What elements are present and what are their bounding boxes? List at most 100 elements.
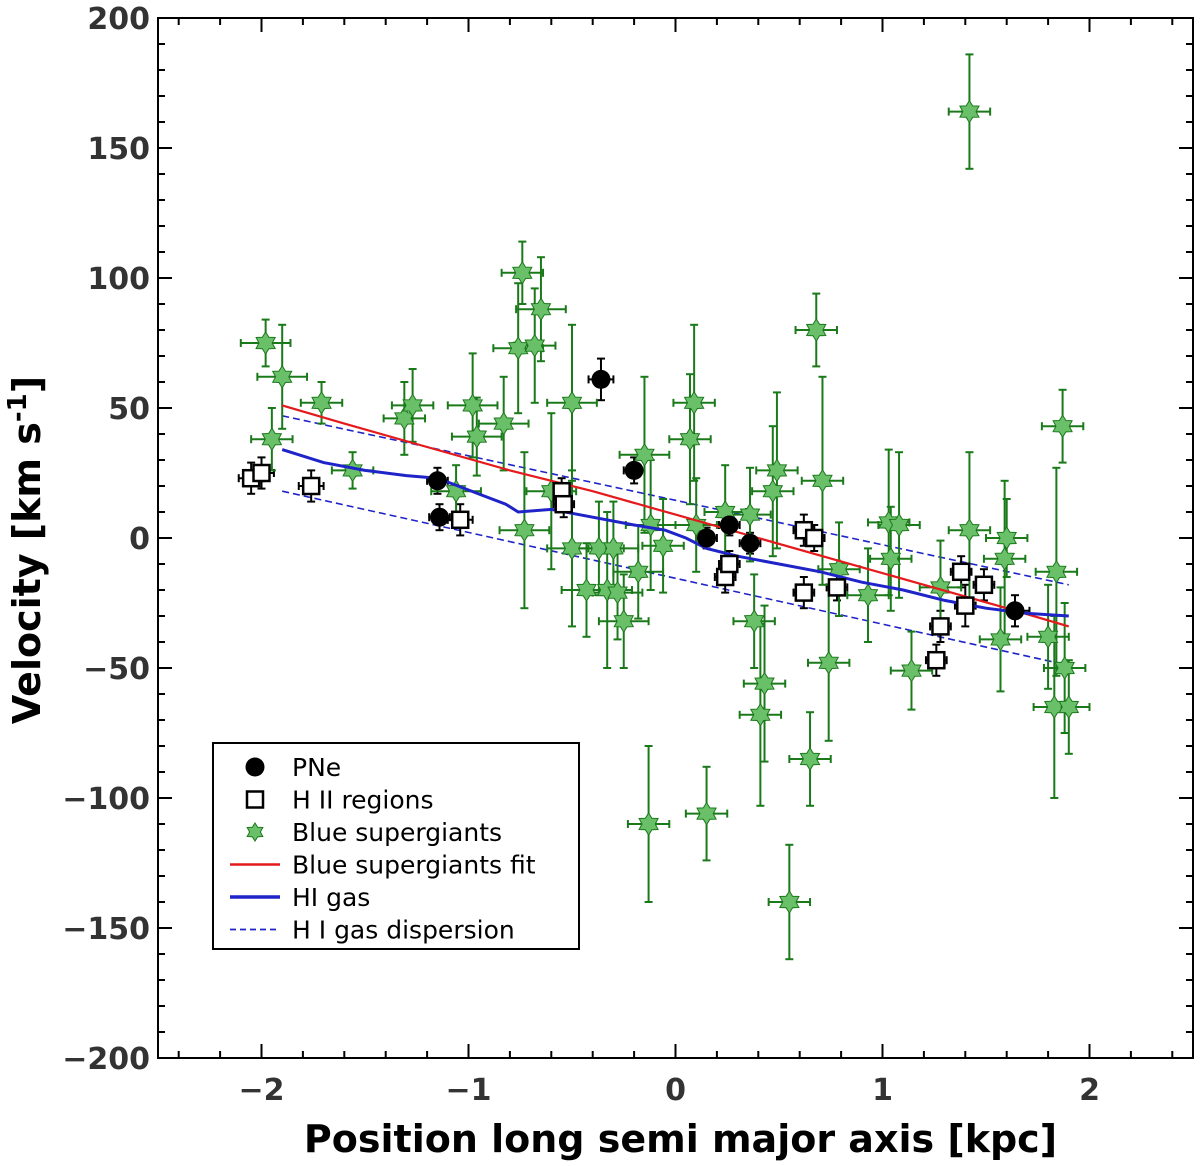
- y-tick-label: 150: [87, 132, 150, 167]
- blue-supergiant-point: [778, 890, 800, 914]
- hii-region-point: [554, 494, 573, 514]
- hii-region-point: [956, 596, 975, 615]
- blue-supergiant-point: [607, 580, 628, 605]
- blue-supergiant-point: [576, 578, 597, 602]
- blue-supergiant-point: [996, 526, 1018, 550]
- legend-label: Blue supergiants fit: [292, 851, 536, 880]
- hii-region-point: [927, 650, 946, 670]
- blue-supergiant-point: [466, 424, 488, 449]
- blue-supergiant-point: [1052, 414, 1073, 439]
- pne-point: [719, 515, 739, 535]
- hii-region-markers: [241, 463, 994, 670]
- blue-supergiant-point: [524, 333, 546, 358]
- pne-point: [1005, 601, 1025, 621]
- y-tick-label: 100: [87, 262, 150, 297]
- bsg-fit-line: [281, 404, 1070, 628]
- blue-supergiant-point: [683, 390, 705, 415]
- legend-label: PNe: [292, 753, 341, 782]
- hii-region-point: [794, 583, 814, 602]
- pne-markers: [427, 369, 1025, 621]
- blue-supergiant-point: [255, 331, 277, 355]
- blue-supergiant-point: [402, 393, 423, 418]
- hii-region-point: [301, 476, 321, 496]
- y-tick-label: 50: [108, 392, 150, 427]
- x-tick-label: −1: [445, 1073, 491, 1108]
- blue-supergiant-point: [812, 468, 833, 493]
- legend-marker-bsg: [246, 822, 264, 842]
- legend-marker-pne: [245, 757, 265, 777]
- blue-supergiant-point: [754, 671, 775, 696]
- blue-supergiant-point: [638, 812, 659, 836]
- hi-gas-line: [281, 448, 1069, 618]
- blue-supergiant-point: [640, 513, 662, 537]
- legend-marker-hii: [245, 790, 265, 809]
- x-tick-label: 1: [872, 1073, 893, 1108]
- blue-supergiant-point: [994, 546, 1016, 571]
- blue-supergiant-markers: [255, 99, 1080, 914]
- hii-region-point: [450, 510, 470, 530]
- hii-region-point: [827, 578, 847, 597]
- axis-ticks: [158, 17, 1193, 1059]
- y-tick-label: −200: [62, 1042, 150, 1077]
- plot-frame: [157, 17, 1194, 1059]
- blue-supergiant-point: [1046, 559, 1067, 584]
- blue-supergiant-point: [588, 536, 610, 561]
- blue-supergiant-point: [634, 442, 655, 467]
- blue-supergiant-point: [739, 502, 761, 527]
- x-axis-label: Position long semi major axis [kpc]: [304, 1117, 1057, 1161]
- legend-label: H I gas dispersion: [292, 916, 515, 945]
- blue-supergiant-point: [652, 533, 674, 558]
- blue-supergiant-point: [1043, 695, 1065, 719]
- x-tick-label: 2: [1079, 1073, 1100, 1108]
- legend-label: H II regions: [292, 786, 434, 815]
- blue-supergiant-point: [462, 393, 484, 418]
- hi-dispersion-line: [282, 490, 1069, 667]
- blue-supergiant-point: [603, 536, 624, 561]
- blue-supergiant-point: [613, 609, 635, 634]
- blue-supergiant-point: [1054, 656, 1076, 680]
- x-tick-label: −2: [238, 1073, 284, 1108]
- blue-supergiant-point: [530, 297, 552, 322]
- blue-supergiant-point: [311, 390, 332, 415]
- blue-supergiant-point: [561, 390, 583, 415]
- pne-point: [430, 507, 450, 527]
- blue-supergiant-point: [805, 318, 827, 342]
- y-tick-label: −150: [62, 912, 150, 947]
- hi-dispersion-line: [282, 415, 1069, 586]
- legend: PNe H II regions Blue supergiants Blue supe…: [212, 742, 580, 950]
- y-tick-label: 0: [129, 522, 150, 557]
- pne-point: [624, 460, 644, 480]
- blue-supergiant-point: [743, 609, 765, 634]
- blue-supergiant-point: [766, 458, 788, 483]
- pne-point: [697, 528, 717, 548]
- blue-supergiant-point: [990, 627, 1011, 652]
- hii-region-point: [974, 575, 994, 595]
- legend-box: [212, 742, 580, 950]
- blue-supergiant-point: [959, 99, 980, 124]
- blue-supergiant-point: [627, 559, 649, 584]
- hii-region-point: [951, 562, 971, 582]
- blue-supergiant-point: [799, 747, 821, 771]
- blue-supergiant-point: [762, 479, 784, 504]
- blue-supergiant-point: [261, 427, 283, 452]
- hii-region-point: [252, 463, 271, 483]
- blue-supergiant-point: [679, 427, 701, 452]
- blue-supergiant-point: [514, 518, 535, 543]
- blue-supergiant-point: [511, 260, 533, 285]
- hii-region-point: [931, 617, 950, 636]
- blue-supergiant-point: [561, 536, 583, 561]
- x-tick-label: 0: [665, 1073, 686, 1108]
- blue-supergiant-point: [901, 658, 922, 683]
- tick-labels: −2 −1 0 1 2 −200 −150 −100 −50 0 50 100 150 200: [62, 2, 1100, 1108]
- y-tick-label: 200: [87, 2, 150, 37]
- blue-supergiant-point: [271, 364, 293, 389]
- blue-supergiant-point: [959, 518, 980, 543]
- blue-supergiant-point: [818, 650, 840, 675]
- blue-supergiant-point: [749, 702, 771, 727]
- blue-supergiant-point: [493, 411, 515, 436]
- blue-supergiant-point: [1058, 695, 1080, 719]
- blue-supergiant-point: [880, 546, 902, 571]
- blue-supergiant-point: [696, 801, 717, 826]
- blue-supergiant-point: [857, 583, 879, 608]
- pne-point: [427, 471, 447, 491]
